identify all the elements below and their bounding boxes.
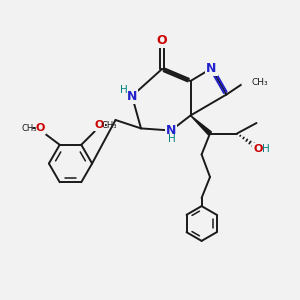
Text: CH₃: CH₃ — [21, 124, 37, 133]
Text: O: O — [253, 143, 263, 154]
Text: H: H — [168, 134, 176, 144]
Text: O: O — [157, 34, 167, 47]
Text: H: H — [120, 85, 128, 95]
Text: N: N — [127, 89, 137, 103]
Text: N: N — [166, 124, 176, 137]
Polygon shape — [190, 116, 212, 135]
Text: N: N — [206, 62, 217, 75]
Text: O: O — [35, 123, 45, 133]
Text: CH₃: CH₃ — [101, 121, 117, 130]
Text: H: H — [262, 143, 269, 154]
Text: O: O — [94, 120, 104, 130]
Text: CH₃: CH₃ — [252, 78, 268, 87]
